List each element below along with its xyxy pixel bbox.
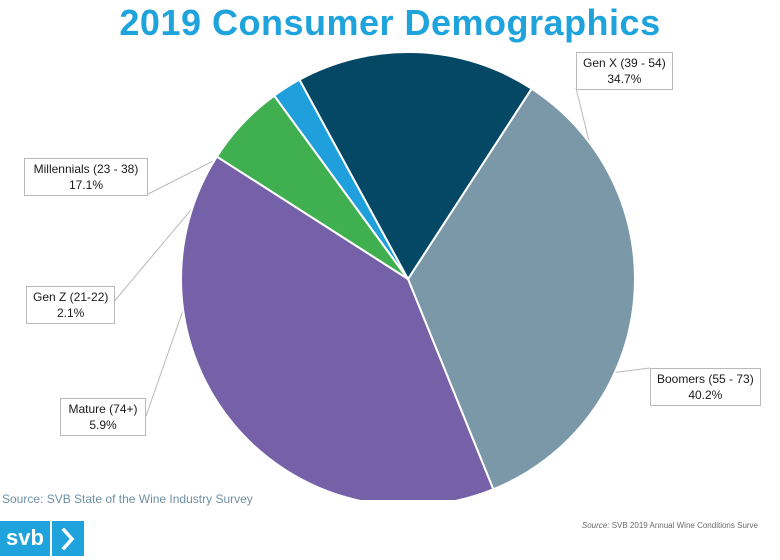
slice-value: 17.1% bbox=[68, 178, 104, 192]
chevron-right-icon bbox=[51, 521, 84, 556]
svb-logo: svb bbox=[0, 521, 84, 556]
data-label-gen: Gen X (39 - 54) 34.7% bbox=[576, 52, 673, 90]
source-note: Source: SVB 2019 Annual Wine Conditions … bbox=[582, 521, 758, 530]
source-note-prefix: Source: bbox=[581, 521, 610, 530]
slice-label: Millennials (23 - 38) bbox=[33, 162, 139, 176]
pie-slice-millennials bbox=[298, 51, 534, 281]
pie-slice-boomers bbox=[180, 155, 495, 500]
slice-value: 2.1% bbox=[57, 306, 85, 320]
pie-slice-gen bbox=[406, 87, 636, 491]
slice-label: Gen X (39 - 54) bbox=[583, 56, 666, 70]
data-label-gen: Gen Z (21-22) 2.1% bbox=[26, 286, 116, 324]
slice-label: Mature (74+) bbox=[68, 402, 138, 416]
pie-chart bbox=[111, 51, 651, 500]
data-label-boomers: Boomers (55 - 73) 40.2% bbox=[650, 368, 761, 406]
slice-value: 34.7% bbox=[607, 72, 642, 86]
slice-value: 5.9% bbox=[89, 418, 117, 432]
slice-label: Gen Z (21-22) bbox=[33, 290, 109, 304]
slice-value: 40.2% bbox=[688, 388, 723, 402]
data-label-mature: Mature (74+) 5.9% bbox=[60, 398, 146, 436]
slice-label: Boomers (55 - 73) bbox=[657, 372, 754, 386]
data-label-millennials: Millennials (23 - 38) 17.1% bbox=[24, 158, 148, 196]
chart-title: 2019 Consumer Demographics bbox=[119, 2, 661, 43]
source-note-text: SVB 2019 Annual Wine Conditions Surve bbox=[611, 521, 758, 530]
logo-text: svb bbox=[0, 521, 50, 556]
source-caption: Source: SVB State of the Wine Industry S… bbox=[2, 492, 253, 506]
